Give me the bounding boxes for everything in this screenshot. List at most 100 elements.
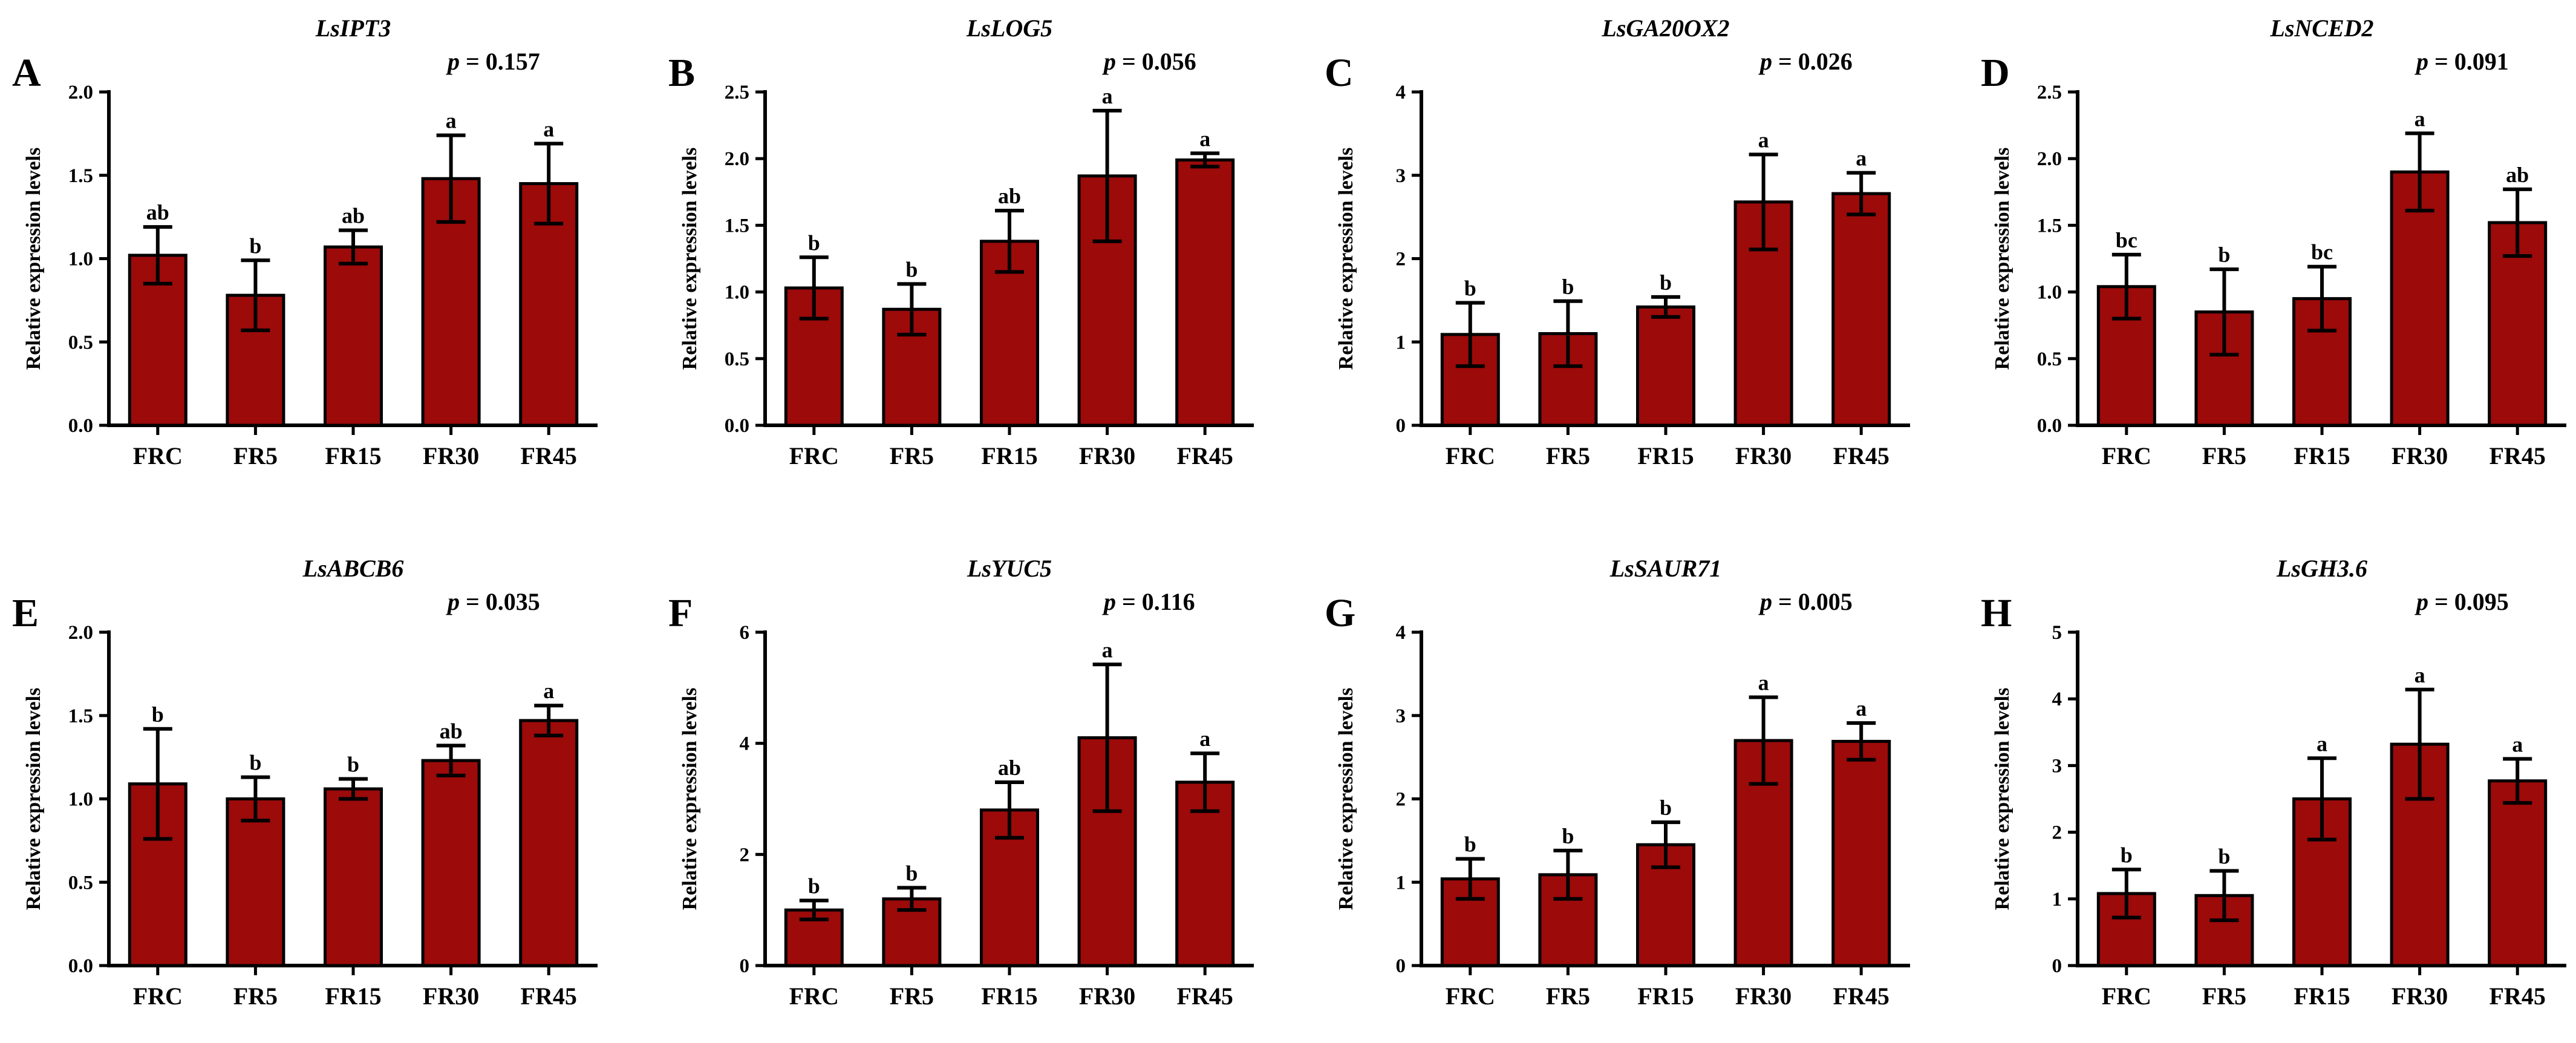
p-value-number: = 0.035 (460, 588, 540, 615)
bar (1175, 158, 1235, 427)
significance-letter: ab (440, 719, 463, 743)
p-value: p = 0.116 (1102, 588, 1195, 615)
significance-letter: b (1660, 270, 1672, 295)
panel-b: B LsLOG5 p = 0.056 Relative expression leve… (668, 15, 1254, 469)
x-tick-label: FRC (789, 983, 839, 1010)
panel-h: H LsGH3.6 p = 0.095 Relative expression lev… (1981, 555, 2566, 1010)
significance-letter: a (1102, 638, 1113, 662)
x-tick-label: FR15 (981, 442, 1037, 469)
y-tick-label: 6 (740, 622, 750, 644)
x-tick-label: FR30 (2392, 442, 2448, 469)
y-tick-label: 2.5 (2037, 82, 2062, 103)
significance-letter: ab (342, 204, 365, 228)
panel-a: A LsIPT3 p = 0.157 Relative expression leve… (12, 15, 598, 469)
y-tick-label: 2.0 (68, 622, 93, 644)
p-symbol: p (2415, 588, 2428, 615)
x-tick-label: FRC (2102, 983, 2151, 1010)
significance-letter: a (543, 679, 554, 703)
x-tick-label: FR15 (325, 983, 381, 1010)
y-tick-label: 1.0 (68, 249, 93, 270)
bar (226, 797, 285, 967)
x-tick-label: FR15 (2294, 983, 2350, 1010)
y-tick-label: 2.0 (2037, 148, 2062, 170)
y-tick-label: 0.5 (68, 332, 93, 353)
significance-letter: b (249, 751, 261, 775)
significance-letter: a (2415, 663, 2425, 687)
panel-d: D LsNCED2 p = 0.091 Relative expression lev… (1981, 15, 2566, 469)
significance-letter: ab (146, 200, 169, 224)
p-symbol: p (2415, 48, 2428, 75)
y-tick-label: 2 (1396, 249, 1406, 270)
y-axis-label: Relative expression levels (679, 148, 701, 370)
x-tick-label: FR15 (981, 983, 1037, 1010)
bar (324, 245, 383, 427)
panel-e: E LsABCB6 p = 0.035 Relative expression lev… (12, 555, 598, 1010)
gene-title: LsYUC5 (967, 555, 1052, 582)
x-tick-label: FR15 (325, 442, 381, 469)
p-symbol: p (1758, 48, 1772, 75)
panel-letter: A (12, 51, 41, 95)
y-tick-label: 1 (1396, 872, 1406, 894)
significance-letter: bc (2116, 228, 2137, 252)
x-tick-label: FR5 (890, 983, 934, 1010)
p-symbol: p (1758, 588, 1772, 615)
significance-letter: b (905, 257, 918, 281)
x-tick-label: FR45 (1833, 983, 1890, 1010)
p-symbol: p (1102, 48, 1116, 75)
y-tick-label: 1.0 (725, 282, 749, 304)
significance-letter: b (905, 861, 918, 885)
y-axis-label: Relative expression levels (679, 688, 701, 911)
y-tick-label: 2.0 (725, 148, 749, 170)
significance-letter: b (347, 752, 359, 776)
significance-letter: ab (998, 756, 1021, 780)
x-tick-label: FRC (133, 983, 183, 1010)
significance-letter: b (808, 231, 820, 255)
bar (2390, 170, 2450, 427)
panel-g: G LsSAUR71 p = 0.005 Relative expression le… (1325, 555, 1910, 1010)
p-value: p = 0.091 (2415, 48, 2509, 75)
y-tick-label: 1.0 (2037, 282, 2062, 304)
panel-letter: G (1325, 591, 1355, 635)
significance-letter: bc (2311, 240, 2333, 264)
significance-letter: a (1199, 126, 1210, 151)
p-value-number: = 0.116 (1116, 588, 1195, 615)
x-tick-label: FRC (2102, 442, 2151, 469)
significance-letter: b (2218, 845, 2230, 869)
x-tick-label: FR30 (1079, 983, 1135, 1010)
p-value-number: = 0.005 (1772, 588, 1853, 615)
y-axis-label: Relative expression levels (1991, 688, 2014, 911)
y-tick-label: 1.5 (68, 165, 93, 187)
p-value-number: = 0.056 (1116, 48, 1196, 75)
x-tick-label: FR5 (233, 442, 278, 469)
y-tick-label: 1.5 (725, 215, 749, 237)
significance-letter: b (1562, 275, 1574, 299)
bar (2390, 742, 2450, 967)
x-tick-label: FR45 (1177, 442, 1233, 469)
significance-letter: a (446, 109, 457, 133)
y-axis-label: Relative expression levels (22, 688, 45, 911)
x-tick-label: FR45 (2490, 983, 2546, 1010)
p-value: p = 0.026 (1758, 48, 1853, 75)
y-tick-label: 1.5 (68, 705, 93, 727)
y-tick-label: 2 (1396, 789, 1406, 811)
significance-letter: a (2317, 731, 2327, 756)
y-tick-label: 0 (1396, 955, 1406, 977)
bar (519, 719, 579, 967)
significance-letter: b (1464, 276, 1476, 301)
p-value: p = 0.035 (446, 588, 540, 615)
y-tick-label: 4 (740, 733, 750, 755)
y-tick-label: 2 (2052, 822, 2062, 844)
x-tick-label: FR45 (2490, 442, 2546, 469)
y-tick-label: 0.0 (68, 955, 93, 977)
p-value-number: = 0.026 (1772, 48, 1853, 75)
y-tick-label: 0 (740, 955, 750, 977)
y-tick-label: 4 (1396, 622, 1406, 644)
x-tick-label: FR15 (1637, 442, 1694, 469)
p-value-number: = 0.091 (2428, 48, 2509, 75)
y-tick-label: 3 (1396, 165, 1406, 187)
significance-letter: b (2121, 843, 2133, 867)
significance-letter: a (1199, 727, 1210, 751)
bar (1831, 739, 1891, 967)
bar (421, 759, 481, 967)
